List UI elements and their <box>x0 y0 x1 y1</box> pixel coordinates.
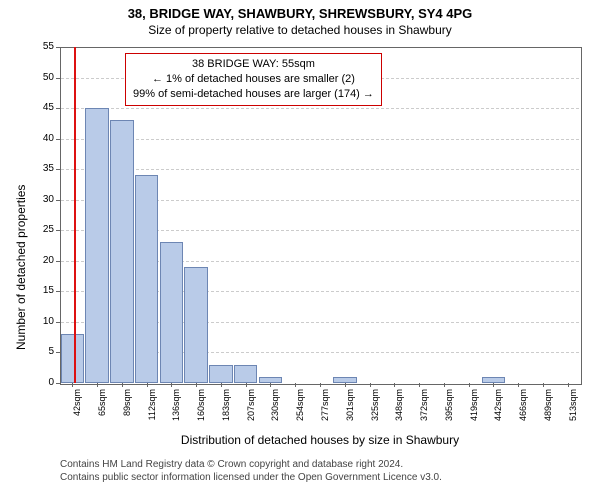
reference-line <box>74 47 76 383</box>
x-tick-label: 513sqm <box>568 389 578 429</box>
x-tick-label: 372sqm <box>419 389 429 429</box>
y-tick-label: 45 <box>32 102 54 113</box>
histogram-bar <box>135 175 159 383</box>
histogram-bar <box>61 334 85 383</box>
callout-box: 38 BRIDGE WAY: 55sqm ← 1% of detached ho… <box>125 53 382 106</box>
histogram-bar <box>85 108 109 383</box>
x-axis-label: Distribution of detached houses by size … <box>60 433 580 447</box>
y-axis-label: Number of detached properties <box>14 185 28 350</box>
x-tick-label: 442sqm <box>493 389 503 429</box>
x-tick-label: 89sqm <box>122 389 132 429</box>
y-tick-label: 10 <box>32 316 54 327</box>
x-tick-label: 65sqm <box>97 389 107 429</box>
histogram-bar <box>482 377 506 383</box>
x-tick-label: 136sqm <box>171 389 181 429</box>
x-tick-label: 112sqm <box>147 389 157 429</box>
footer-line-1: Contains HM Land Registry data © Crown c… <box>60 458 442 471</box>
x-tick-label: 301sqm <box>345 389 355 429</box>
histogram-bar <box>209 365 233 383</box>
histogram-bar <box>333 377 357 383</box>
y-tick-label: 55 <box>32 41 54 52</box>
y-tick-label: 50 <box>32 72 54 83</box>
callout-line-2: ← 1% of detached houses are smaller (2) <box>133 72 374 87</box>
y-tick-label: 40 <box>32 133 54 144</box>
footer-line-2: Contains public sector information licen… <box>60 471 442 484</box>
x-tick-label: 419sqm <box>469 389 479 429</box>
x-tick-label: 207sqm <box>246 389 256 429</box>
histogram-bar <box>160 242 184 383</box>
y-tick-label: 25 <box>32 224 54 235</box>
footer-text: Contains HM Land Registry data © Crown c… <box>60 458 442 484</box>
callout-line-3: 99% of semi-detached houses are larger (… <box>133 87 374 102</box>
y-tick-label: 20 <box>32 255 54 266</box>
histogram-bar <box>234 365 258 383</box>
histogram-bar <box>110 120 134 383</box>
x-tick-label: 183sqm <box>221 389 231 429</box>
y-tick-label: 0 <box>32 377 54 388</box>
x-tick-label: 277sqm <box>320 389 330 429</box>
x-tick-label: 160sqm <box>196 389 206 429</box>
x-tick-label: 466sqm <box>518 389 528 429</box>
y-tick-label: 15 <box>32 285 54 296</box>
y-tick-label: 30 <box>32 194 54 205</box>
x-tick-label: 489sqm <box>543 389 553 429</box>
x-tick-label: 254sqm <box>295 389 305 429</box>
x-tick-label: 395sqm <box>444 389 454 429</box>
chart-title: 38, BRIDGE WAY, SHAWBURY, SHREWSBURY, SY… <box>0 0 600 21</box>
histogram-bar <box>184 267 208 383</box>
x-tick-label: 325sqm <box>370 389 380 429</box>
x-tick-label: 348sqm <box>394 389 404 429</box>
histogram-bar <box>259 377 283 383</box>
x-tick-label: 230sqm <box>270 389 280 429</box>
chart-subtitle: Size of property relative to detached ho… <box>0 21 600 37</box>
y-tick-label: 35 <box>32 163 54 174</box>
x-tick-label: 42sqm <box>72 389 82 429</box>
callout-line-1: 38 BRIDGE WAY: 55sqm <box>133 57 374 72</box>
y-tick-label: 5 <box>32 346 54 357</box>
chart-container: 38, BRIDGE WAY, SHAWBURY, SHREWSBURY, SY… <box>0 0 600 500</box>
